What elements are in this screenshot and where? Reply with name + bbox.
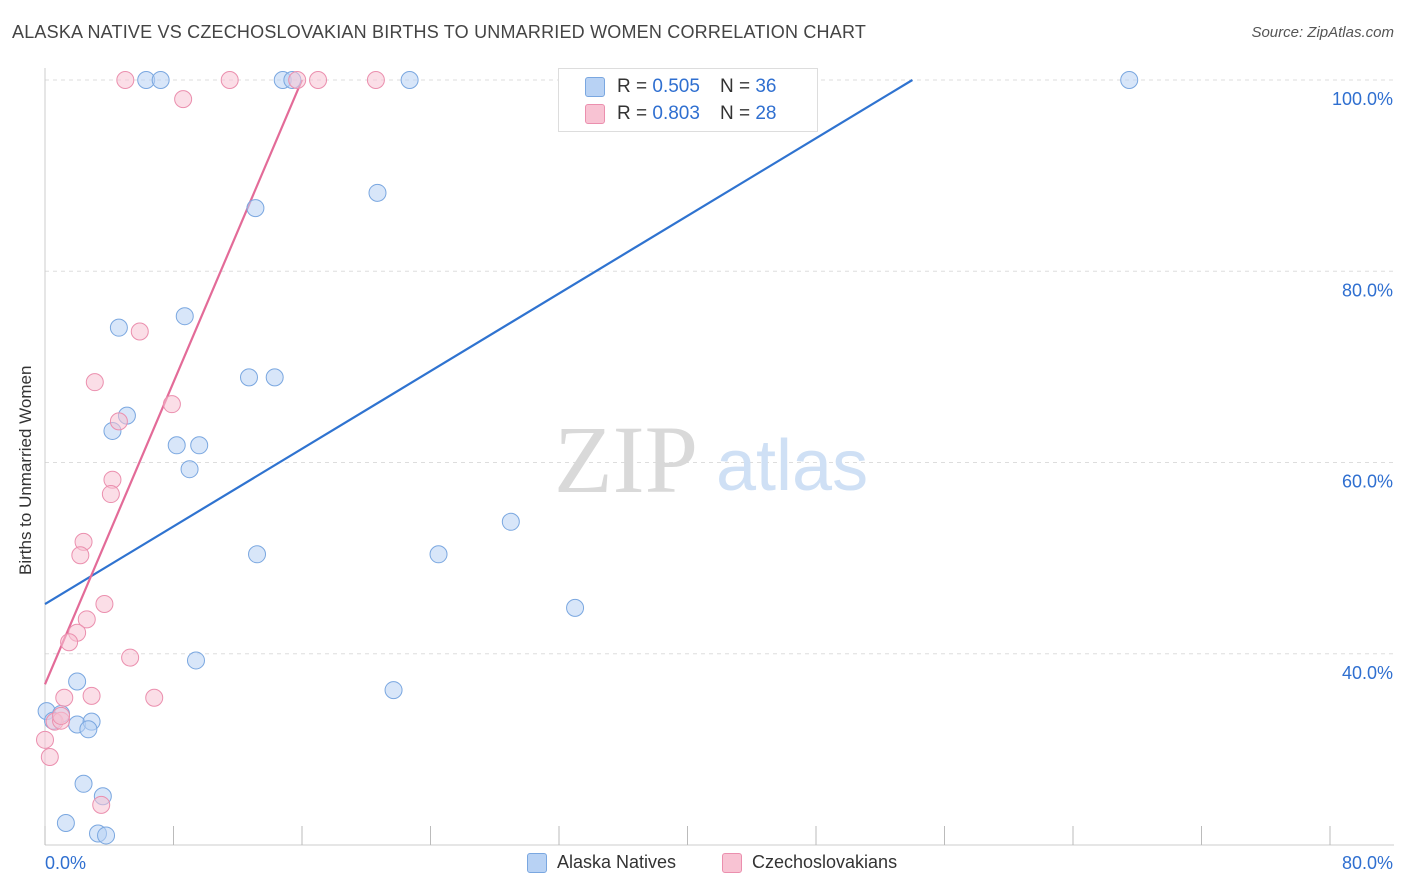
- n-label: N =: [719, 76, 751, 97]
- legend-item-czechoslovakians[interactable]: Czechoslovakians: [722, 852, 897, 873]
- watermark: ZIP atlas: [554, 406, 868, 513]
- point-alaska-natives: [97, 826, 116, 845]
- legend-item-alaska-natives[interactable]: Alaska Natives: [527, 852, 676, 873]
- legend-swatch-blue: [527, 852, 547, 873]
- point-czechoslovakians: [220, 71, 239, 89]
- x-tick-labels: 0.0% 80.0%: [45, 853, 1393, 873]
- point-czechoslovakians: [162, 395, 181, 414]
- y-tick-label: 80.0%: [1342, 280, 1393, 300]
- y-tick-label: 40.0%: [1342, 663, 1393, 683]
- point-alaska-natives: [109, 318, 128, 337]
- n-value: 28: [755, 103, 777, 124]
- point-czechoslovakians: [95, 595, 114, 614]
- point-czechoslovakians: [82, 686, 101, 705]
- point-alaska-natives: [68, 672, 87, 691]
- point-alaska-natives: [151, 71, 170, 89]
- legend-swatch-pink: [585, 104, 605, 124]
- point-alaska-natives: [246, 199, 265, 218]
- point-alaska-natives: [167, 436, 186, 455]
- trend-line-czechoslovakians: [43, 79, 304, 685]
- point-czechoslovakians: [52, 706, 71, 725]
- point-alaska-natives: [79, 720, 98, 739]
- y-tick-labels: 40.0% 60.0% 80.0% 100.0%: [1332, 89, 1393, 683]
- point-alaska-natives: [56, 814, 75, 833]
- series-legend: Alaska Natives Czechoslovakians: [0, 852, 1406, 878]
- point-alaska-natives: [566, 598, 585, 617]
- point-alaska-natives: [1120, 71, 1139, 89]
- point-alaska-natives: [175, 307, 194, 326]
- point-alaska-natives: [186, 651, 205, 670]
- legend-swatch-pink: [722, 852, 742, 873]
- data-points: [36, 71, 1139, 845]
- point-alaska-natives: [248, 545, 267, 564]
- point-czechoslovakians: [55, 688, 74, 707]
- trend-line-alaska-natives: [44, 79, 913, 605]
- correlation-legend: R = 0.505 N = 36 R = 0.803 N = 28: [558, 68, 818, 132]
- point-czechoslovakians: [116, 71, 135, 89]
- point-czechoslovakians: [121, 648, 140, 667]
- point-czechoslovakians: [92, 795, 111, 814]
- legend-row-blue: R = 0.505 N = 36: [585, 74, 776, 100]
- point-alaska-natives: [265, 368, 284, 387]
- point-czechoslovakians: [309, 71, 328, 89]
- point-czechoslovakians: [145, 688, 164, 707]
- point-czechoslovakians: [40, 748, 59, 767]
- point-czechoslovakians: [288, 71, 307, 89]
- point-czechoslovakians: [85, 373, 104, 392]
- point-alaska-natives: [239, 368, 258, 387]
- point-czechoslovakians: [36, 730, 54, 749]
- trend-lines: [43, 79, 913, 685]
- x-tick-label: 80.0%: [1342, 853, 1393, 873]
- point-alaska-natives: [180, 460, 199, 479]
- point-czechoslovakians: [71, 546, 90, 565]
- point-czechoslovakians: [174, 90, 193, 109]
- point-czechoslovakians: [109, 412, 128, 431]
- r-value: 0.803: [652, 103, 700, 124]
- point-alaska-natives: [74, 774, 93, 793]
- point-alaska-natives: [368, 183, 387, 202]
- watermark-atlas: atlas: [716, 426, 868, 506]
- source-credit: Source: ZipAtlas.com: [1251, 24, 1394, 41]
- n-value: 36: [755, 76, 777, 97]
- point-alaska-natives: [501, 512, 520, 531]
- y-axis-label: Births to Unmarried Women: [16, 365, 35, 575]
- y-tick-label: 60.0%: [1342, 472, 1393, 492]
- r-label: R =: [617, 76, 648, 97]
- gridlines: [45, 79, 1394, 655]
- n-label: N =: [719, 103, 751, 124]
- point-czechoslovakians: [101, 485, 120, 504]
- watermark-zip: ZIP: [554, 406, 698, 513]
- point-alaska-natives: [190, 436, 209, 455]
- point-alaska-natives: [400, 71, 419, 89]
- point-alaska-natives: [384, 681, 403, 700]
- point-czechoslovakians: [77, 610, 96, 629]
- legend-row-pink: R = 0.803 N = 28: [585, 101, 776, 127]
- point-czechoslovakians: [130, 322, 149, 341]
- x-tick-label: 0.0%: [45, 853, 86, 873]
- r-label: R =: [617, 103, 648, 124]
- y-tick-label: 100.0%: [1332, 89, 1393, 109]
- legend-label: Czechoslovakians: [752, 852, 898, 872]
- r-value: 0.505: [652, 76, 700, 97]
- legend-label: Alaska Natives: [557, 852, 677, 872]
- point-czechoslovakians: [366, 71, 385, 89]
- chart-title: ALASKA NATIVE VS CZECHOSLOVAKIAN BIRTHS …: [12, 22, 867, 42]
- point-czechoslovakians: [60, 633, 79, 652]
- legend-swatch-blue: [585, 77, 605, 97]
- point-alaska-natives: [429, 545, 448, 564]
